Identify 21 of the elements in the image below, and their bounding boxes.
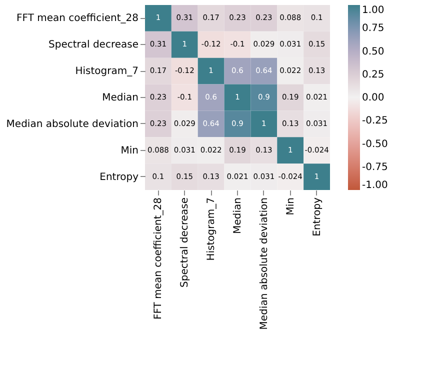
y-tick-label: Spectral decrease [48,40,138,51]
color-bar-label: -0.25 [362,116,388,127]
y-tick-label: FFT mean coefficient_28 [16,13,138,24]
y-tick-label: Entropy [100,172,139,183]
color-bar-label: -0.75 [362,162,388,173]
y-tick-label: Median absolute deviation [6,118,138,130]
y-tick-label: Histogram_7 [75,66,138,78]
color-bar-label: 0.25 [362,69,384,80]
color-bar-label: 0.75 [362,23,384,34]
x-tick-label: Entropy [312,197,323,236]
x-tick-label: Min [285,198,296,216]
y-tick-label: Min [120,145,138,156]
color-bar-label: 1.00 [362,5,384,16]
y-tick-label: Median [102,92,138,104]
color-bar-label: 0.00 [362,92,384,104]
color-bar-label: -0.50 [362,138,388,150]
color-bar-label: 0.50 [362,46,384,58]
color-bar-label: -1.00 [362,180,388,191]
x-tick-label: Median [232,198,244,234]
x-tick-label: Median absolute deviation [258,198,270,330]
x-tick-label: Histogram_7 [206,198,218,261]
